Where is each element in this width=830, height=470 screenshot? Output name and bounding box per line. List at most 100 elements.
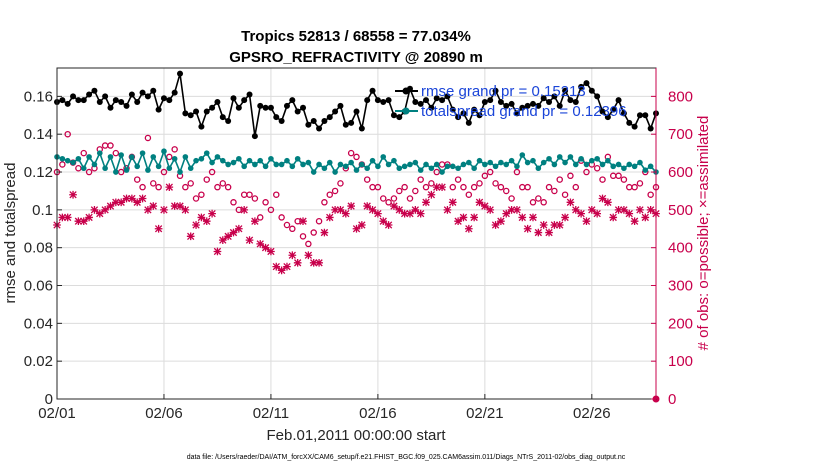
obs-assimilated-point (630, 217, 639, 226)
obs-assimilated-point (133, 198, 142, 207)
obs-assimilated-point (390, 202, 398, 210)
left-tick-label: 0.08 (24, 240, 53, 257)
rmse-point (278, 117, 285, 124)
obs-assimilated-point (315, 258, 323, 267)
obs-assimilated-point (641, 213, 650, 222)
rmse-point (524, 102, 531, 109)
rmse-point (417, 100, 424, 107)
footer-data-file: data file: /Users/raeder/DAI/ATM_forcXX/… (187, 454, 626, 461)
rmse-point (465, 119, 472, 126)
totalspread-point (572, 161, 579, 168)
right-tick-label: 600 (668, 164, 693, 181)
obs-possible-point (219, 180, 227, 187)
rmse-point (444, 93, 451, 100)
obs-possible-point (647, 191, 654, 198)
rmse-point (118, 99, 125, 106)
rmse-point (626, 119, 633, 126)
obs-possible-point (593, 164, 601, 172)
obs-possible-point (396, 187, 403, 195)
obs-possible-point (508, 195, 515, 202)
obs-assimilated-point (363, 202, 372, 210)
obs-possible-point (139, 183, 146, 191)
obs-assimilated-point (481, 202, 489, 210)
obs-assimilated-point (320, 228, 329, 237)
rmse-point (134, 99, 141, 106)
obs-possible-point (363, 176, 371, 183)
rmse-point (508, 100, 515, 107)
obs-possible-point (481, 172, 489, 180)
rmse-point (150, 87, 157, 94)
obs-possible-point (583, 168, 590, 176)
rmse-point (642, 112, 649, 119)
totalspread-point (487, 159, 494, 166)
totalspread-point (578, 155, 584, 162)
rmse-point (267, 104, 274, 111)
plot-area (57, 68, 656, 399)
rmse-point (177, 70, 184, 77)
obs-assimilated-point (395, 206, 404, 214)
totalspread-point (540, 159, 547, 166)
rmse-point (289, 97, 296, 104)
obs-assimilated-point (293, 258, 302, 267)
obs-assimilated-point (101, 206, 109, 214)
obs-possible-point (449, 183, 457, 191)
rmse-point (75, 97, 82, 104)
rmse-point (481, 99, 488, 106)
rmse-point (551, 93, 558, 100)
totalspread-point (460, 161, 467, 168)
rmse-point (187, 112, 194, 119)
obs-assimilated-point (443, 206, 452, 214)
right-y-axis-label: # of obs: o=possible; ×=assimilated (695, 116, 712, 351)
obs-possible-point (502, 187, 510, 195)
obs-assimilated-point (518, 213, 527, 222)
obs-possible-point (310, 229, 317, 236)
obs-assimilated-point (427, 190, 436, 199)
totalspread-point (96, 150, 103, 156)
totalspread-point (113, 169, 119, 175)
totalspread-point (519, 152, 526, 158)
rmse-point (273, 114, 280, 121)
obs-possible-point (460, 183, 467, 191)
rmse-point (497, 99, 504, 106)
totalspread-point (252, 161, 258, 168)
rmse-point (353, 108, 360, 115)
rmse-point (144, 93, 151, 100)
left-tick-label: 0.16 (24, 88, 53, 105)
totalspread-point (471, 165, 477, 172)
obs-possible-point (540, 199, 547, 206)
totalspread-point (589, 157, 595, 164)
obs-possible-point (412, 187, 419, 195)
rmse-point (396, 114, 403, 121)
right-tick-label: 800 (668, 88, 693, 105)
rmse-point (492, 87, 499, 94)
obs-possible-point (524, 183, 531, 191)
obs-possible-point (144, 134, 152, 142)
rmse-point (326, 114, 333, 121)
obs-assimilated-point (304, 251, 313, 260)
obs-assimilated-point (406, 209, 414, 218)
obs-assimilated-point (545, 228, 553, 237)
obs-possible-point (545, 183, 553, 191)
obs-assimilated-point (186, 232, 195, 241)
obs-assimilated-point (245, 236, 254, 244)
rmse-point (471, 106, 478, 113)
obs-assimilated-point (218, 236, 227, 244)
left-tick-label: 0.14 (24, 126, 53, 143)
rmse-point (364, 97, 371, 104)
obs-possible-point (337, 180, 344, 187)
obs-assimilated-point (106, 202, 115, 210)
obs-assimilated-point (85, 213, 93, 222)
totalspread-point (257, 157, 264, 164)
obs-assimilated-point (454, 217, 462, 226)
obs-possible-point (262, 199, 269, 206)
obs-assimilated-point (411, 206, 420, 214)
totalspread-point (246, 157, 253, 164)
totalspread-point (642, 167, 649, 173)
obs-possible-point (171, 146, 178, 153)
obs-possible-point (267, 206, 275, 214)
left-tick-label: 0.02 (24, 353, 53, 370)
totalspread-point (562, 159, 568, 166)
totalspread-point (449, 163, 456, 170)
obs-assimilated-point (202, 217, 211, 226)
totalspread-point (492, 163, 499, 170)
